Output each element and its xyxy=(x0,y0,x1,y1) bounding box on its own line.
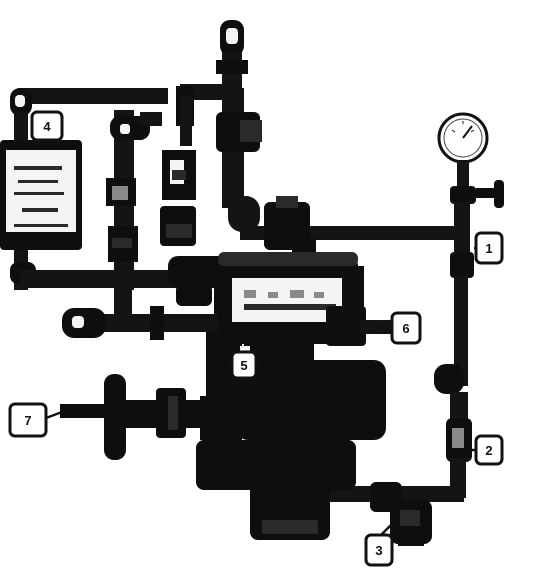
callout-5-label: 5 xyxy=(240,358,247,373)
inlet-flange xyxy=(60,374,220,460)
right-drain-line xyxy=(330,276,472,546)
gauge-supply-pipe xyxy=(240,196,460,254)
reservoir-tank xyxy=(0,140,82,250)
main-valve-body xyxy=(168,252,394,540)
callout-2-label: 2 xyxy=(485,443,492,458)
left-middle-pipe xyxy=(62,284,218,340)
callout-3: 3 xyxy=(364,523,394,567)
callout-6-label: 6 xyxy=(402,321,409,336)
callout-5: 5 xyxy=(230,350,258,380)
top-riser-pipe xyxy=(216,20,262,232)
callout-7: 7 xyxy=(8,402,63,438)
callout-7-label: 7 xyxy=(24,413,31,428)
sight-glass-assembly xyxy=(160,150,196,246)
upper-horizontal-pipe xyxy=(176,84,232,146)
callout-6: 6 xyxy=(376,311,422,345)
pressure-gauge xyxy=(437,112,504,278)
center-left-vertical-pipes xyxy=(106,110,162,290)
callout-1-label: 1 xyxy=(485,241,492,256)
callout-2: 2 xyxy=(468,434,504,466)
callout-4-label: 4 xyxy=(43,119,51,134)
callout-3-label: 3 xyxy=(375,543,382,558)
callout-4: 4 xyxy=(30,110,64,142)
callout-1: 1 xyxy=(474,231,504,265)
